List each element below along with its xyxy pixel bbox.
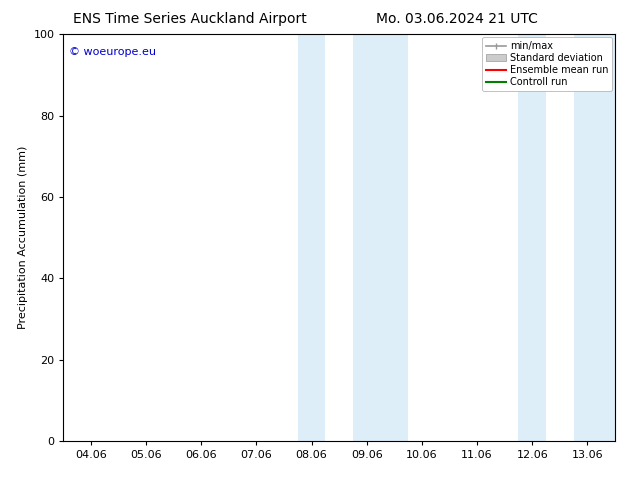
Bar: [574, 34, 621, 441]
Bar: [353, 34, 408, 441]
Text: Mo. 03.06.2024 21 UTC: Mo. 03.06.2024 21 UTC: [375, 12, 538, 26]
Text: © woeurope.eu: © woeurope.eu: [69, 47, 156, 56]
Legend: min/max, Standard deviation, Ensemble mean run, Controll run: min/max, Standard deviation, Ensemble me…: [482, 37, 612, 91]
Y-axis label: Precipitation Accumulation (mm): Precipitation Accumulation (mm): [18, 146, 28, 329]
Bar: [519, 34, 546, 441]
Text: ENS Time Series Auckland Airport: ENS Time Series Auckland Airport: [74, 12, 307, 26]
Bar: [298, 34, 325, 441]
